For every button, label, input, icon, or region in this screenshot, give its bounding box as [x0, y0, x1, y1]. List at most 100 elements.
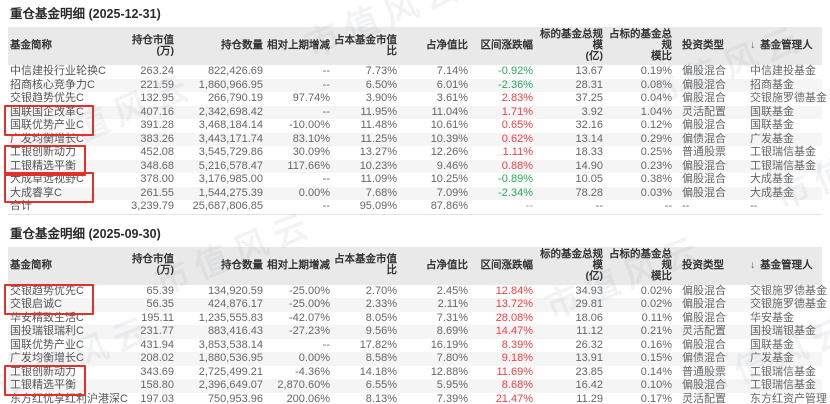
cell-fund-manager: -- [750, 200, 758, 212]
column-header-fund-name[interactable]: 基金简称 [8, 27, 118, 65]
fund-name-text: 国联优势产业C [10, 338, 84, 351]
cell-pct-of-fund: 6.55% [365, 379, 397, 391]
column-header-change-vs-prev[interactable]: 相对上期增减 [263, 27, 330, 65]
cell-range-change: 1.71% [501, 105, 533, 118]
cell-fund-name: 工银创新动力 [8, 146, 118, 160]
cell-fund-manager: 交银施罗德基金 [750, 92, 827, 104]
cell-target-fund-scale: 10.05 [575, 173, 603, 185]
column-header-pct-of-nav[interactable]: 占净值比 [397, 27, 468, 65]
column-header-change-vs-prev[interactable]: 相对上期增减 [263, 246, 330, 285]
cell-pct-of-target-scale: 0.25% [640, 146, 672, 158]
cell-market-value: 221.59 [140, 78, 174, 91]
cell-pct-of-nav: 3.61% [436, 92, 468, 104]
column-header-fund-name[interactable]: 基金简称 [8, 246, 118, 285]
cell-fund-manager: 国投瑞银基金 [750, 325, 816, 337]
cell-pct-of-fund: 7.68% [365, 186, 397, 199]
cell-pct-of-nav: 16.19% [430, 338, 468, 351]
column-header-range-change[interactable]: 区间涨跌幅 [468, 246, 533, 285]
cell-share-count: 883,416.43 [207, 325, 263, 337]
fund-name-text: 国投瑞银瑞利C [10, 325, 84, 337]
column-header-market-value[interactable]: 持仓市值(万) [118, 246, 174, 285]
cell-target-fund-scale: 37.25 [575, 92, 603, 104]
cell-market-value: 132.95 [140, 92, 174, 104]
cell-fund-manager: 广发基金 [750, 132, 794, 145]
fund-row: 工银精选平衡 158.80 2,396,649.07 2,870.60% 6.55% 5.… [8, 379, 822, 393]
cell-fund-name: 大成卓远视野C [8, 173, 118, 187]
cell-target-fund-scale: 13.14 [575, 132, 603, 145]
column-header-pct-of-fund[interactable]: 占本基金市值比 [330, 27, 397, 65]
cell-range-change: 21.47% [495, 392, 533, 404]
column-header-target-fund-scale[interactable]: 标的基金总规模 (亿) [533, 27, 603, 65]
cell-fund-name: 广发均衡增长C [8, 133, 118, 147]
cell-fund-manager: 东方红资产管理 [750, 392, 827, 404]
column-header-share-count[interactable]: 持仓数量 [174, 246, 263, 285]
cell-range-change: 0.62% [501, 132, 533, 145]
cell-fund-name: 大成睿享C [8, 187, 118, 201]
cell-investment-type: 灵活配置 [682, 105, 726, 118]
cell-investment-type: 偏股混合 [682, 159, 726, 172]
cell-change-vs-prev: 30.09% [292, 146, 330, 158]
cell-pct-of-target-scale: 0.02% [640, 284, 672, 297]
cell-share-count: 2,725,499.21 [198, 365, 263, 378]
cell-pct-of-fund: 7.73% [365, 65, 397, 77]
fund-row: 国投瑞银瑞利C 231.77 883,416.43 -27.23% 9.56% 8.69%… [8, 325, 822, 339]
fund-row: 大成卓远视野C 378.00 3,176,985.00 -- 11.09% 10.25% -… [8, 173, 822, 187]
cell-range-change: 2.83% [501, 92, 533, 104]
column-header-target-fund-scale[interactable]: 标的基金总规模 (亿) [533, 246, 603, 285]
cell-market-value: 195.11 [141, 311, 174, 324]
cell-fund-manager: 招商基金 [750, 78, 794, 91]
cell-share-count: 25,687,806.85 [192, 200, 263, 212]
cell-market-value: 158.80 [140, 379, 174, 391]
cell-change-vs-prev: -- [322, 200, 330, 212]
cell-pct-of-nav: 8.69% [436, 325, 468, 337]
cell-change-vs-prev: -27.23% [289, 325, 330, 337]
column-header-pct-of-target-scale[interactable]: 占标的基金总规 模比 [603, 27, 672, 65]
cell-fund-manager: 广发基金 [750, 352, 794, 364]
cell-investment-type: 偏股混合 [682, 186, 726, 199]
fund-name-text: 合计 [10, 200, 32, 212]
cell-fund-manager: 国联基金 [750, 105, 794, 118]
cell-fund-manager: 国联基金 [750, 119, 794, 131]
column-header-fund-manager[interactable]: ↓ 基金管理人 [750, 246, 822, 285]
cell-fund-name: 交银趋势优先C [8, 92, 118, 106]
cell-pct-of-fund: 9.56% [365, 325, 397, 337]
cell-fund-name: 国投瑞银瑞利C [8, 325, 118, 339]
fund-row: 招商核心竞争力C 221.59 1,860,966.95 -- 6.50% 6.01% -2… [8, 78, 822, 92]
cell-fund-name: 交银启诚C [8, 298, 118, 312]
sort-descending-icon[interactable]: ↓ [750, 258, 756, 271]
cell-fund-manager: 交银施罗德基金 [750, 284, 827, 297]
column-header-share-count[interactable]: 持仓数量 [174, 27, 263, 65]
cell-range-change: 28.08% [495, 311, 533, 324]
cell-pct-of-fund: 8.05% [365, 311, 397, 324]
column-header-investment-type[interactable]: 投资类型 [672, 27, 750, 65]
holdings-table-2025-09-30: 基金简称 持仓市值(万) 持仓数量 相对上期增减 占本基金市值比 占净值比 区间涨跌幅 标的基… [8, 246, 827, 404]
cell-target-fund-scale: 23.85 [575, 365, 603, 378]
cell-target-fund-scale: 11.29 [576, 392, 603, 404]
total-row: 合计 3,239.79 25,687,806.85 -- 95.09% 87.86% -- -… [8, 200, 822, 214]
cell-pct-of-target-scale: 0.21% [640, 325, 672, 337]
column-header-pct-of-fund[interactable]: 占本基金市值比 [330, 246, 397, 285]
column-header-investment-type[interactable]: 投资类型 [672, 246, 750, 285]
cell-fund-manager: 工银瑞信基金 [750, 159, 816, 172]
fund-name-text: 华安精致生活C [10, 311, 84, 324]
column-header-fund-manager[interactable]: ↓ 基金管理人 [750, 27, 822, 65]
fund-row: 广发均衡增长C 383.26 3,443,171.74 83.10% 11.25% 10.… [8, 132, 822, 147]
column-header-market-value[interactable]: 持仓市值(万) [118, 27, 174, 65]
cell-investment-type: 灵活配置 [682, 392, 726, 404]
cell-share-count: 134,920.59 [207, 284, 263, 297]
cell-fund-name: 工银精选平衡 [8, 379, 118, 393]
column-header-pct-of-target-scale[interactable]: 占标的基金总规 模比 [603, 246, 672, 285]
cell-pct-of-fund: 2.70% [365, 284, 397, 297]
cell-target-fund-scale: 29.81 [575, 298, 603, 310]
fund-row: 交银趋势优先C 132.95 266,790.19 97.74% 3.90% 3.61% 2… [8, 92, 827, 106]
cell-range-change: -0.92% [498, 65, 533, 77]
column-header-range-change[interactable]: 区间涨跌幅 [468, 27, 533, 65]
cell-share-count: 750,953.96 [207, 392, 263, 404]
sort-descending-icon[interactable]: ↓ [750, 39, 756, 51]
cell-pct-of-target-scale: 0.14% [640, 365, 672, 378]
cell-target-fund-scale: 11.12 [576, 325, 603, 337]
cell-range-change: -0.89% [498, 173, 533, 185]
column-header-pct-of-nav[interactable]: 占净值比 [397, 246, 468, 285]
cell-change-vs-prev: 83.10% [292, 132, 330, 145]
cell-share-count: 1,860,966.95 [198, 78, 263, 91]
